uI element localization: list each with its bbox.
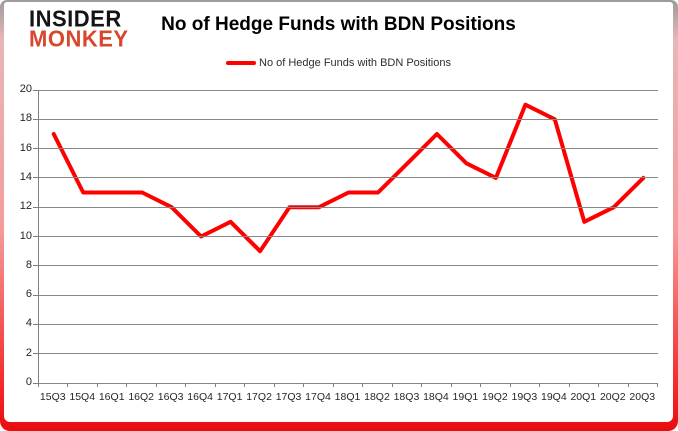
plot-area xyxy=(38,89,658,384)
x-axis-tick xyxy=(568,383,570,387)
y-axis-tick-label: 14 xyxy=(19,170,32,183)
y-axis-tick-label: 20 xyxy=(19,83,32,95)
y-gridline xyxy=(39,118,658,120)
series-layer xyxy=(51,102,646,254)
y-axis-tick-label: 16 xyxy=(19,141,32,154)
y-gridline xyxy=(39,148,658,150)
y-axis-tick xyxy=(33,236,38,237)
x-axis-tick xyxy=(539,383,541,387)
y-gridline xyxy=(39,236,658,237)
x-axis-tick xyxy=(657,383,658,387)
y-axis-tick xyxy=(33,323,38,325)
x-axis-tick-label: 20Q2 xyxy=(599,391,626,403)
y-axis-tick xyxy=(33,89,38,91)
y-axis-tick xyxy=(33,382,38,384)
x-axis-tick xyxy=(450,383,452,387)
y-axis-tick xyxy=(33,294,38,296)
x-axis-tick-label: 17Q2 xyxy=(246,391,272,403)
x-axis-tick xyxy=(67,383,69,387)
x-axis-tick xyxy=(598,383,600,387)
legend-line-swatch xyxy=(226,61,256,65)
x-axis-tick xyxy=(509,383,511,387)
y-gridline xyxy=(39,294,658,296)
x-axis-tick xyxy=(332,383,334,387)
x-axis-tick-label: 16Q2 xyxy=(128,391,154,403)
x-axis-tick-label: 16Q4 xyxy=(187,391,213,403)
x-axis-tick-label: 16Q1 xyxy=(98,391,125,403)
x-axis-tick-label: 19Q2 xyxy=(482,391,508,403)
x-axis-tick xyxy=(38,383,39,387)
x-axis-tick-label: 18Q2 xyxy=(364,391,390,403)
x-axis-tick xyxy=(214,383,216,387)
y-axis-tick-label: 6 xyxy=(25,288,32,301)
x-axis-tick xyxy=(627,383,629,387)
x-axis-tick-label: 19Q4 xyxy=(540,391,567,403)
y-axis-tick xyxy=(33,265,38,267)
legend-label: No of Hedge Funds with BDN Positions xyxy=(259,57,451,69)
y-gridline xyxy=(39,265,658,267)
x-axis-tick xyxy=(96,383,98,387)
logo-word-insider: INSIDER xyxy=(29,5,122,32)
x-axis-tick-label: 18Q4 xyxy=(423,391,449,403)
y-axis-tick-label: 4 xyxy=(25,317,32,330)
x-axis-tick-label: 15Q4 xyxy=(69,391,96,403)
x-axis-tick xyxy=(421,383,423,387)
x-axis-tick xyxy=(155,383,157,387)
x-axis-tick xyxy=(273,383,275,387)
x-axis-tick xyxy=(480,383,482,387)
x-axis-tick xyxy=(303,383,305,387)
y-axis-tick-label: 12 xyxy=(19,200,32,213)
x-axis-tick xyxy=(391,383,393,387)
x-axis-tick-label: 18Q1 xyxy=(334,391,361,403)
x-axis-tick-label: 20Q3 xyxy=(629,391,656,403)
y-axis-tick xyxy=(33,177,38,179)
y-axis-tick xyxy=(33,118,38,120)
y-gridline xyxy=(39,323,658,325)
x-axis-tick-label: 18Q3 xyxy=(393,391,420,403)
y-gridline xyxy=(39,89,658,91)
y-axis-tick xyxy=(33,148,38,150)
y-gridline xyxy=(39,206,658,208)
logo-word-monkey: MONKEY xyxy=(29,25,129,53)
chart-canvas: INSIDER MONKEY No of Hedge Funds with BD… xyxy=(4,2,673,422)
x-axis-tick xyxy=(244,383,246,387)
chart-legend: No of Hedge Funds with BDN Positions xyxy=(4,57,673,69)
x-axis-tick-label: 15Q3 xyxy=(39,391,66,403)
y-axis-tick xyxy=(33,353,38,355)
chart-title: No of Hedge Funds with BDN Positions xyxy=(161,14,516,35)
y-axis-tick-label: 8 xyxy=(25,258,32,271)
hedge-funds-series-line xyxy=(51,102,646,254)
y-axis-tick-label: 18 xyxy=(19,112,32,125)
x-axis-tick-label: 17Q3 xyxy=(275,391,302,403)
x-axis-tick xyxy=(362,383,364,387)
y-gridline xyxy=(39,382,658,384)
y-gridline xyxy=(39,353,658,355)
y-gridline xyxy=(39,177,658,179)
x-axis-tick xyxy=(185,383,187,387)
y-axis-tick-label: 2 xyxy=(25,346,32,359)
y-axis-tick xyxy=(33,206,38,208)
x-axis-tick-label: 19Q1 xyxy=(452,391,479,403)
x-axis-tick-label: 17Q1 xyxy=(216,391,243,403)
x-axis-tick-label: 17Q4 xyxy=(305,391,331,403)
x-axis-tick xyxy=(126,383,128,387)
insider-monkey-logo: INSIDER MONKEY xyxy=(29,5,129,53)
x-axis-tick-label: 16Q3 xyxy=(157,391,184,403)
x-axis-tick-label: 19Q3 xyxy=(511,391,538,403)
y-axis-tick-label: 10 xyxy=(19,229,32,242)
y-axis-tick-label: 0 xyxy=(25,376,32,388)
x-axis-tick-label: 20Q1 xyxy=(570,391,597,403)
